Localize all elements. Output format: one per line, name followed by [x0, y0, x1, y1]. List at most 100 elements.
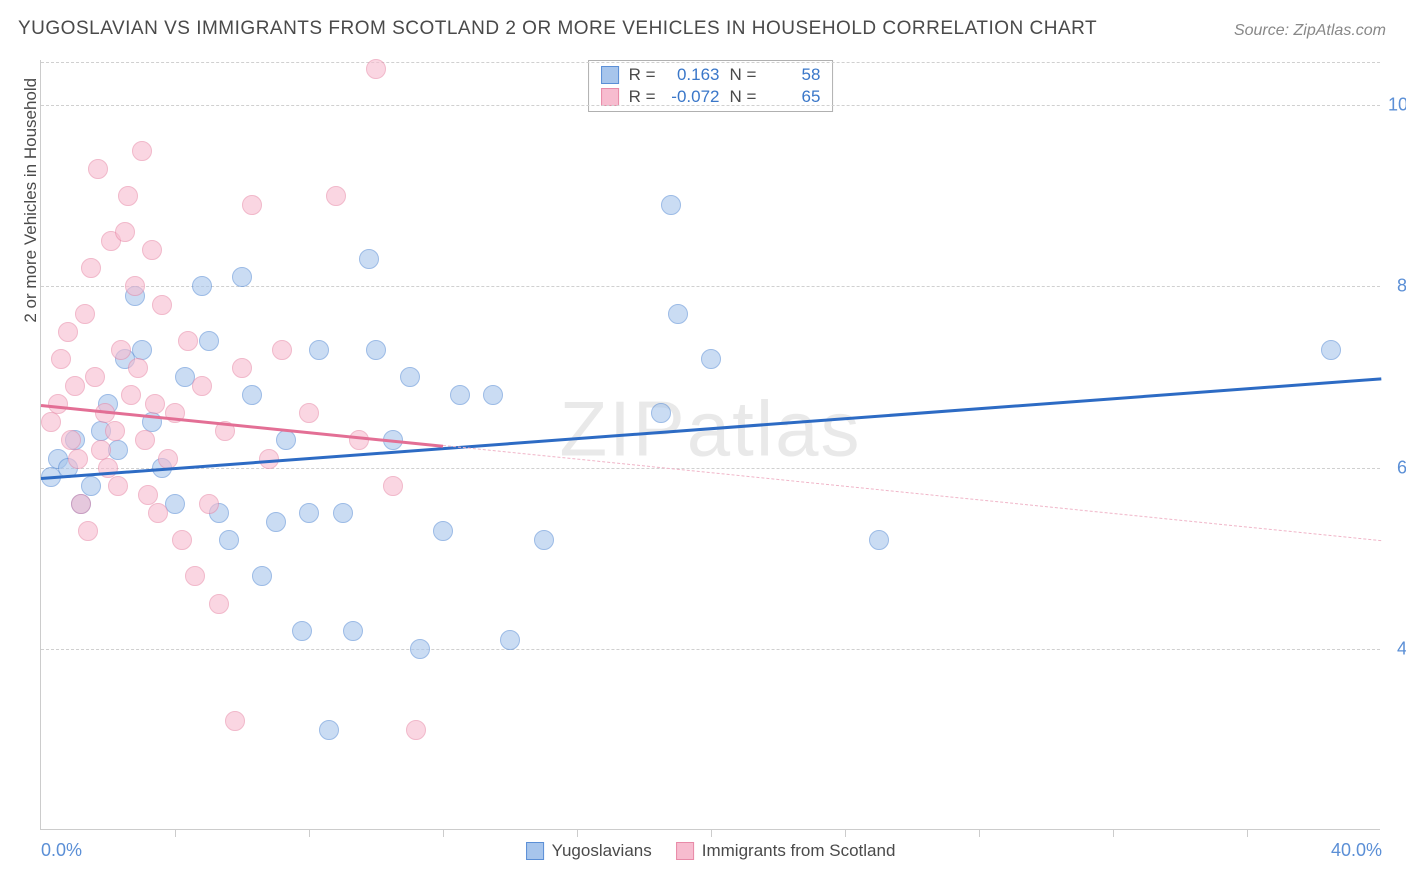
- data-point: [135, 430, 155, 450]
- x-tick: [979, 829, 980, 837]
- data-point: [500, 630, 520, 650]
- plot-area: 2 or more Vehicles in Household ZIPatlas…: [40, 60, 1380, 830]
- legend-item-1: Yugoslavians: [526, 841, 652, 861]
- y-tick-label: 60.0%: [1388, 457, 1406, 478]
- legend-swatch-icon: [676, 842, 694, 860]
- legend-row-2: R = -0.072 N = 65: [601, 87, 821, 107]
- data-point: [252, 566, 272, 586]
- data-point: [410, 639, 430, 659]
- data-point: [85, 367, 105, 387]
- data-point: [383, 476, 403, 496]
- series-legend: Yugoslavians Immigrants from Scotland: [526, 841, 896, 861]
- data-point: [309, 340, 329, 360]
- data-point: [78, 521, 98, 541]
- data-point: [192, 276, 212, 296]
- data-point: [534, 530, 554, 550]
- data-point: [272, 340, 292, 360]
- legend-swatch-icon: [526, 842, 544, 860]
- r-value-1: 0.163: [666, 65, 720, 85]
- data-point: [668, 304, 688, 324]
- data-point: [209, 594, 229, 614]
- data-point: [51, 349, 71, 369]
- data-point: [125, 276, 145, 296]
- data-point: [483, 385, 503, 405]
- data-point: [108, 476, 128, 496]
- legend-label-1: Yugoslavians: [552, 841, 652, 861]
- data-point: [326, 186, 346, 206]
- correlation-legend: R = 0.163 N = 58 R = -0.072 N = 65: [588, 60, 834, 112]
- chart-title: YUGOSLAVIAN VS IMMIGRANTS FROM SCOTLAND …: [18, 18, 1097, 40]
- n-label: N =: [730, 65, 757, 85]
- data-point: [105, 421, 125, 441]
- data-point: [71, 494, 91, 514]
- data-point: [333, 503, 353, 523]
- y-tick-label: 80.0%: [1388, 276, 1406, 297]
- legend-swatch-1: [601, 66, 619, 84]
- data-point: [450, 385, 470, 405]
- data-point: [225, 711, 245, 731]
- data-point: [132, 340, 152, 360]
- data-point: [366, 59, 386, 79]
- data-point: [121, 385, 141, 405]
- data-point: [343, 621, 363, 641]
- data-point: [276, 430, 296, 450]
- gridline: [41, 62, 1380, 63]
- chart-container: YUGOSLAVIAN VS IMMIGRANTS FROM SCOTLAND …: [0, 0, 1406, 892]
- gridline: [41, 649, 1380, 650]
- data-point: [199, 494, 219, 514]
- legend-row-1: R = 0.163 N = 58: [601, 65, 821, 85]
- data-point: [242, 195, 262, 215]
- data-point: [81, 476, 101, 496]
- data-point: [81, 258, 101, 278]
- x-tick: [309, 829, 310, 837]
- n-label: N =: [730, 87, 757, 107]
- x-tick: [577, 829, 578, 837]
- x-tick-label: 0.0%: [41, 840, 82, 861]
- data-point: [172, 530, 192, 550]
- trend-line: [443, 445, 1381, 541]
- data-point: [142, 240, 162, 260]
- data-point: [138, 485, 158, 505]
- data-point: [68, 449, 88, 469]
- r-label: R =: [629, 87, 656, 107]
- data-point: [242, 385, 262, 405]
- data-point: [88, 159, 108, 179]
- data-point: [232, 358, 252, 378]
- legend-label-2: Immigrants from Scotland: [702, 841, 896, 861]
- data-point: [661, 195, 681, 215]
- data-point: [400, 367, 420, 387]
- data-point: [406, 720, 426, 740]
- data-point: [115, 222, 135, 242]
- data-point: [869, 530, 889, 550]
- data-point: [299, 503, 319, 523]
- x-tick: [845, 829, 846, 837]
- gridline: [41, 105, 1380, 106]
- data-point: [75, 304, 95, 324]
- source-attribution: Source: ZipAtlas.com: [1234, 22, 1386, 40]
- x-tick: [443, 829, 444, 837]
- r-label: R =: [629, 65, 656, 85]
- data-point: [91, 440, 111, 460]
- data-point: [61, 430, 81, 450]
- data-point: [349, 430, 369, 450]
- gridline: [41, 468, 1380, 469]
- data-point: [319, 720, 339, 740]
- data-point: [219, 530, 239, 550]
- data-point: [366, 340, 386, 360]
- data-point: [178, 331, 198, 351]
- data-point: [433, 521, 453, 541]
- data-point: [232, 267, 252, 287]
- data-point: [118, 186, 138, 206]
- n-value-1: 58: [766, 65, 820, 85]
- data-point: [359, 249, 379, 269]
- data-point: [65, 376, 85, 396]
- data-point: [158, 449, 178, 469]
- data-point: [111, 340, 131, 360]
- data-point: [148, 503, 168, 523]
- n-value-2: 65: [766, 87, 820, 107]
- x-tick: [1247, 829, 1248, 837]
- x-tick: [711, 829, 712, 837]
- data-point: [58, 322, 78, 342]
- r-value-2: -0.072: [666, 87, 720, 107]
- data-point: [132, 141, 152, 161]
